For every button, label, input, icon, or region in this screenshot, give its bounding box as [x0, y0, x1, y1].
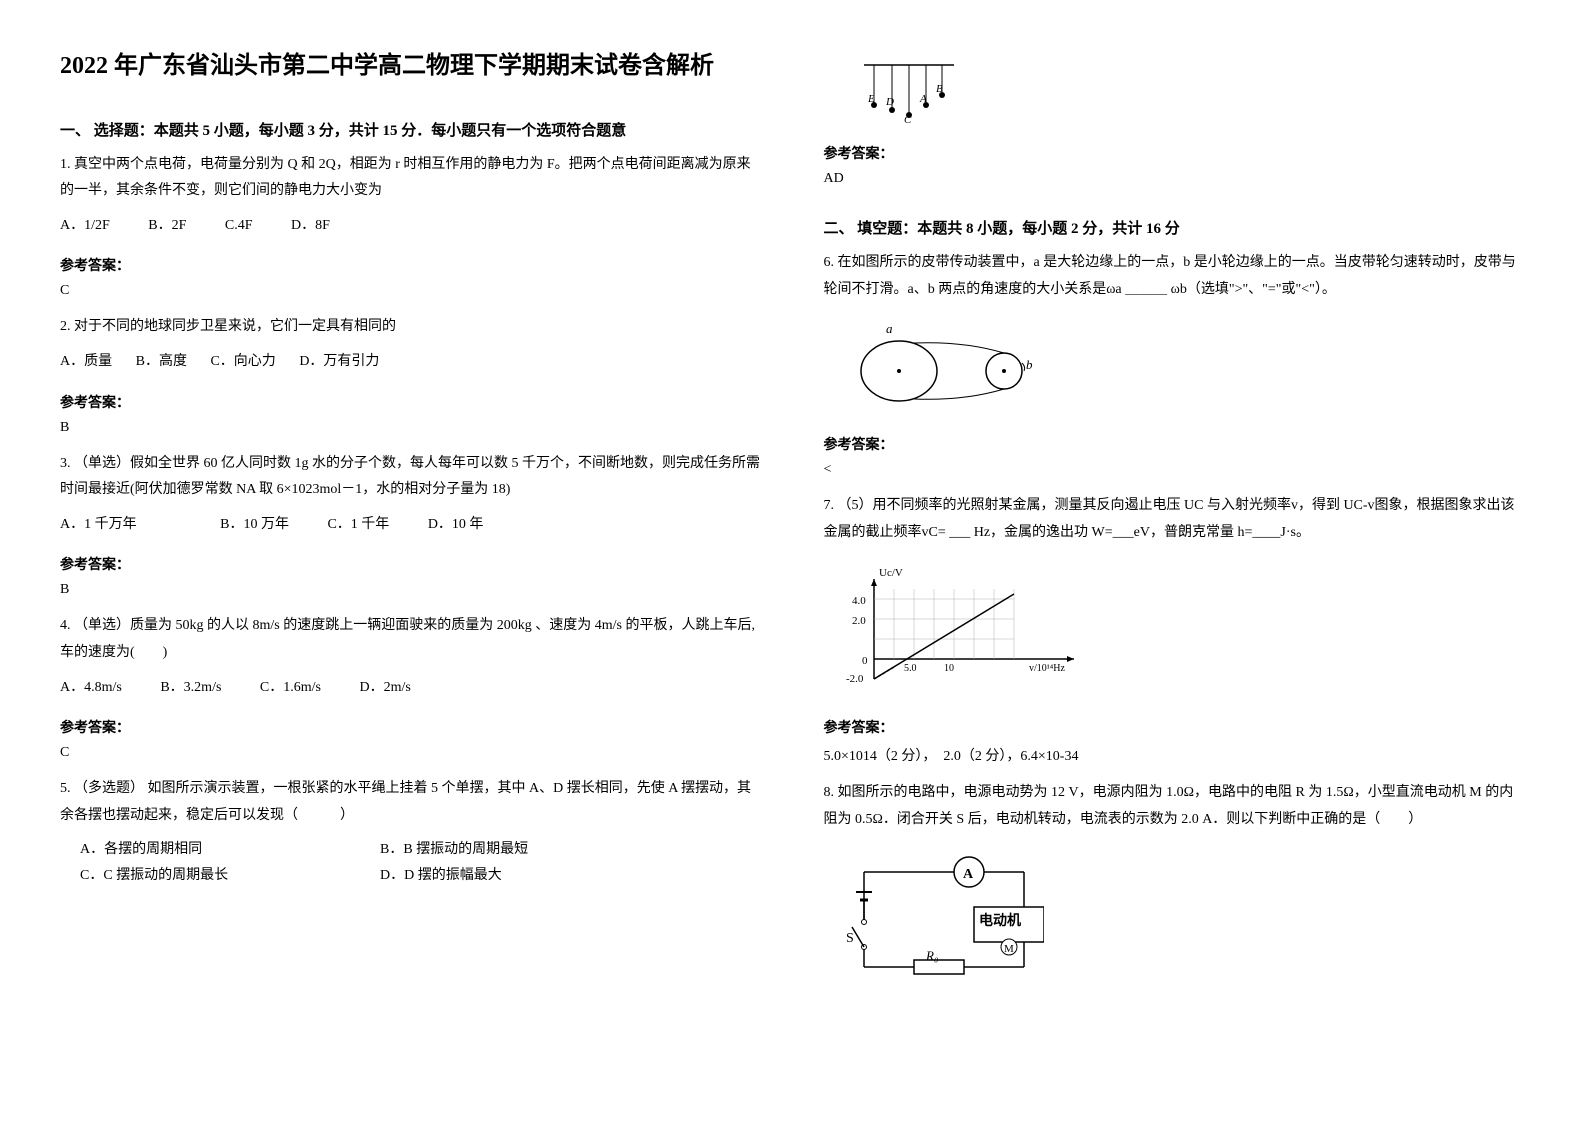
belt-figure: a b: [844, 321, 1528, 416]
q4-answer-label: 参考答案：: [60, 717, 764, 737]
q2-optD: D．万有引力: [299, 349, 379, 376]
left-column: 2022 年广东省汕头市第二中学高二物理下学期期末试卷含解析 一、 选择题：本题…: [60, 50, 764, 1072]
q4-options: A．4.8m/s B．3.2m/s C．1.6m/s D．2m/s: [60, 675, 764, 702]
pendulum-label-A: A: [919, 93, 927, 105]
q1-text: 1. 真空中两个点电荷，电荷量分别为 Q 和 2Q，相距为 r 时相互作用的静电…: [60, 152, 764, 205]
q4-optB: B．3.2m/s: [160, 675, 221, 702]
q8-text: 8. 如图所示的电路中，电源电动势为 12 V，电源内阻为 1.0Ω，电路中的电…: [824, 780, 1528, 833]
q6-text: 6. 在如图所示的皮带传动装置中，a 是大轮边缘上的一点，b 是小轮边缘上的一点…: [824, 250, 1528, 303]
q5-text: 5. （多选题） 如图所示演示装置，一根张紧的水平绳上挂着 5 个单摆，其中 A…: [60, 776, 764, 829]
q3-optC: C．1 千年: [327, 512, 389, 539]
chart-ylabel: Uc/V: [879, 567, 903, 579]
q1-optB: B．2F: [148, 213, 186, 240]
q5-optA: A．各摆的周期相同: [80, 837, 380, 862]
circuit-label-S: S: [846, 931, 854, 946]
q3-optA: A．1 千万年: [60, 512, 137, 539]
circuit-figure: A 电动机 M S R₀: [844, 852, 1528, 987]
q1-options: A．1/2F B．2F C.4F D．8F: [60, 213, 764, 240]
q3-optB: B．10 万年: [220, 512, 289, 539]
q2-optC: C．向心力: [210, 349, 275, 376]
section1-header: 一、 选择题：本题共 5 小题，每小题 3 分，共计 15 分．每小题只有一个选…: [60, 119, 764, 140]
chart-svg: Uc/V 4.0 2.0: [844, 564, 1124, 694]
document-title: 2022 年广东省汕头市第二中学高二物理下学期期末试卷含解析: [60, 50, 764, 84]
q2-answer-label: 参考答案：: [60, 392, 764, 412]
chart-xlabel: v/10¹⁴Hz: [1029, 663, 1065, 674]
chart-ytick-2: 2.0: [852, 615, 866, 627]
q4-answer: C: [60, 745, 764, 761]
q3-optD: D．10 年: [428, 512, 484, 539]
q1-optC: C.4F: [225, 213, 253, 240]
belt-label-a: a: [886, 321, 893, 336]
q7-answer: 5.0×1014（2 分）， 2.0（2 分），6.4×10-34: [824, 745, 1528, 765]
q1-optD: D．8F: [291, 213, 330, 240]
chart-ytick-neg2: -2.0: [846, 673, 864, 685]
circuit-label-M: M: [1004, 943, 1014, 955]
pendulum-label-C: C: [904, 114, 912, 125]
q6-answer-label: 参考答案：: [824, 434, 1528, 454]
q5-answer: AD: [824, 171, 1528, 187]
q4-text: 4. （单选）质量为 50kg 的人以 8m/s 的速度跳上一辆迎面驶来的质量为…: [60, 613, 764, 666]
pendulum-label-B: B: [936, 83, 943, 95]
q4-optD: D．2m/s: [360, 675, 411, 702]
q2-answer: B: [60, 420, 764, 436]
q6-answer: <: [824, 462, 1528, 478]
q2-optB: B．高度: [136, 349, 187, 376]
q3-answer-label: 参考答案：: [60, 554, 764, 574]
q5-optC: C．C 摆振动的周期最长: [80, 863, 380, 888]
belt-svg: a b: [844, 321, 1064, 411]
q2-optA: A．质量: [60, 349, 112, 376]
q5-optB: B．B 摆振动的周期最短: [380, 837, 528, 862]
q1-optA: A．1/2F: [60, 213, 110, 240]
belt-label-b: b: [1026, 357, 1033, 372]
circuit-svg: A 电动机 M S R₀: [844, 852, 1044, 982]
circuit-label-R: R₀: [925, 948, 938, 963]
pendulum-label-E: E: [867, 93, 875, 105]
section2-header: 二、 填空题：本题共 8 小题，每小题 2 分，共计 16 分: [824, 217, 1528, 238]
circuit-label-A: A: [963, 867, 974, 882]
q5-optD: D．D 摆的振幅最大: [380, 863, 502, 888]
q2-text: 2. 对于不同的地球同步卫星来说，它们一定具有相同的: [60, 314, 764, 341]
q4-optC: C．1.6m/s: [260, 675, 321, 702]
q4-optA: A．4.8m/s: [60, 675, 122, 702]
chart-ytick-0: 0: [862, 655, 868, 667]
q7-answer-label: 参考答案：: [824, 717, 1528, 737]
q3-answer: B: [60, 582, 764, 598]
pendulum-label-D: D: [885, 96, 894, 108]
right-column: E D C A B 参考答案： AD 二、 填空题：本题共 8 小题，每小题 2…: [824, 50, 1528, 1072]
q7-text: 7. （5）用不同频率的光照射某金属，测量其反向遏止电压 UC 与入射光频率v，…: [824, 493, 1528, 546]
pendulum-svg: E D C A B: [854, 55, 964, 125]
chart-figure: Uc/V 4.0 2.0: [844, 564, 1528, 699]
q3-text: 3. （单选）假如全世界 60 亿人同时数 1g 水的分子个数，每人每年可以数 …: [60, 451, 764, 504]
q1-answer: C: [60, 283, 764, 299]
q5-options: A．各摆的周期相同 B．B 摆振动的周期最短 C．C 摆振动的周期最长 D．D …: [60, 837, 764, 887]
circuit-label-motor: 电动机: [979, 912, 1021, 929]
q3-options: A．1 千万年 B．10 万年 C．1 千年 D．10 年: [60, 512, 764, 539]
pendulum-figure: E D C A B: [854, 55, 1528, 130]
chart-xtick-10: 10: [944, 663, 954, 674]
chart-xtick-5: 5.0: [904, 663, 917, 674]
q5-answer-label: 参考答案：: [824, 143, 1528, 163]
q1-answer-label: 参考答案：: [60, 255, 764, 275]
chart-ytick-4: 4.0: [852, 595, 866, 607]
q2-options: A．质量 B．高度 C．向心力 D．万有引力: [60, 349, 764, 376]
